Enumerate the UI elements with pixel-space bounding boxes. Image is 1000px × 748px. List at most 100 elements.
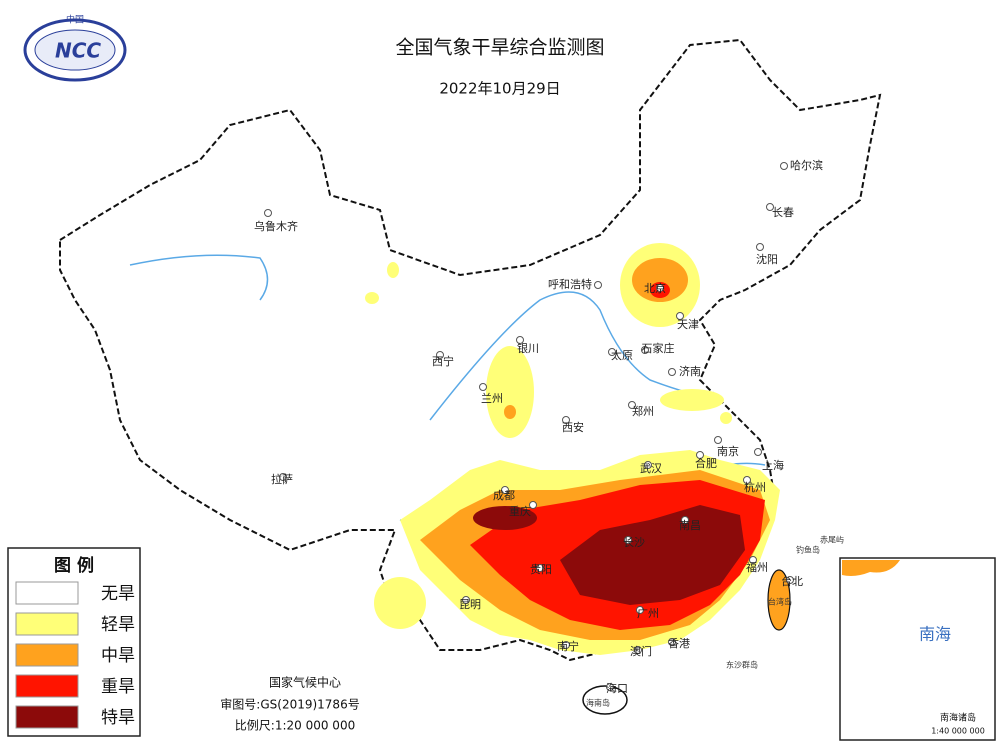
- city-label: 重庆: [509, 504, 531, 518]
- hainan-outline: [582, 685, 628, 715]
- city-marker: [656, 284, 664, 292]
- legend-swatch: [15, 612, 79, 636]
- city-label: 济南: [679, 364, 701, 378]
- city-marker: [624, 536, 632, 544]
- city-marker: [536, 564, 544, 572]
- light-drought-zone: [365, 292, 379, 304]
- island-label: 钓鱼岛: [796, 545, 820, 555]
- city-label: 长沙: [623, 536, 645, 549]
- city-label: 海口: [606, 681, 628, 695]
- light-drought-zone: [720, 412, 732, 424]
- city-label: 太原: [611, 349, 633, 362]
- city-label: 拉萨: [271, 472, 293, 486]
- city-label: 南宁: [557, 639, 579, 653]
- city-label: 合肥: [695, 456, 717, 470]
- legend-label: 轻旱: [101, 615, 135, 635]
- logo-ring: [23, 18, 127, 82]
- city-marker: [279, 473, 287, 481]
- city-marker: [608, 348, 616, 356]
- light-drought-zone: [387, 262, 399, 278]
- taiwan-outline: [767, 569, 791, 631]
- logo: 中国 NCC: [23, 14, 127, 82]
- legend-label: 中旱: [101, 646, 135, 666]
- city-label: 呼和浩特: [548, 277, 592, 291]
- city-marker: [516, 336, 524, 344]
- city-marker: [594, 281, 602, 289]
- inset-box: [839, 557, 996, 741]
- city-label: 昆明: [459, 598, 481, 611]
- inset-sea: 南海: [919, 625, 951, 644]
- city-marker: [634, 646, 642, 654]
- footer-scale: 比例尺:1:20 000 000: [235, 719, 355, 733]
- city-marker: [749, 556, 757, 564]
- city-label: 石家庄: [642, 341, 675, 355]
- city-label: 天津: [677, 318, 699, 331]
- city-marker: [562, 416, 570, 424]
- city-label: 郑州: [632, 404, 654, 418]
- city-label: 杭州: [744, 480, 766, 494]
- city-marker: [780, 162, 788, 170]
- logo-globe: [34, 29, 116, 71]
- map-title: 全国气象干旱综合监测图: [395, 37, 604, 59]
- city-label: 银川: [517, 341, 539, 355]
- light-drought-zone: [486, 346, 534, 438]
- city-label: 澳门: [630, 644, 652, 658]
- city-marker: [714, 436, 722, 444]
- city-label: 南昌: [679, 519, 701, 532]
- moderate-drought-zone: [504, 405, 516, 419]
- city-label: 成都: [493, 489, 515, 502]
- city-marker: [786, 576, 794, 584]
- city-marker: [628, 401, 636, 409]
- light-drought-zone: [660, 389, 724, 411]
- legend-title: 图 例: [54, 555, 94, 576]
- island-label: 赤尾屿: [820, 536, 844, 545]
- extreme-drought-zone: [560, 505, 745, 605]
- drought-zones: [365, 243, 780, 655]
- city-marker: [743, 476, 751, 484]
- city-label: 贵阳: [530, 563, 552, 576]
- city-label: 乌鲁木齐: [254, 219, 298, 233]
- extreme-drought-zone: [473, 506, 537, 530]
- city-marker: [264, 209, 272, 217]
- legend-swatch: [15, 581, 79, 605]
- footer-approval: 审图号:GS(2019)1786号: [220, 697, 359, 712]
- city-marker: [636, 606, 644, 614]
- city-marker: [462, 596, 470, 604]
- legend-swatch: [15, 705, 79, 729]
- city-marker: [766, 203, 774, 211]
- city-marker: [479, 383, 487, 391]
- logo-name: NCC: [55, 39, 101, 63]
- legend-label: 特旱: [101, 708, 135, 728]
- city-marker: [562, 641, 570, 649]
- logo-top: 中国: [66, 14, 84, 26]
- city-marker: [606, 683, 614, 691]
- legend-label: 无旱: [101, 584, 135, 604]
- city-label: 兰州: [481, 392, 503, 405]
- legend-label: 重旱: [101, 677, 135, 697]
- city-marker: [436, 351, 444, 359]
- city-marker: [668, 368, 676, 376]
- city-marker: [681, 516, 689, 524]
- city-label: 沈阳: [756, 252, 778, 266]
- island-label: 海南岛: [586, 698, 610, 708]
- legend-swatch: [15, 643, 79, 667]
- city-label: 西宁: [432, 354, 454, 368]
- city-label: 西安: [562, 420, 584, 434]
- city-marker: [501, 486, 509, 494]
- river: [129, 254, 269, 301]
- city-label: 哈尔滨: [790, 158, 823, 172]
- footer-org: 国家气候中心: [269, 675, 341, 690]
- city-label: 香港: [668, 637, 690, 650]
- city-label: 上海: [762, 458, 784, 472]
- city-label: 台北: [781, 574, 803, 588]
- river: [429, 291, 721, 421]
- legend-swatch: [15, 674, 79, 698]
- city-label: 广州: [637, 607, 659, 620]
- inset-scale: 1:40 000 000: [931, 727, 985, 736]
- city-marker: [756, 243, 764, 251]
- moderate-drought-zone: [632, 258, 688, 302]
- city-label: 北京: [644, 281, 666, 295]
- city-marker: [696, 451, 704, 459]
